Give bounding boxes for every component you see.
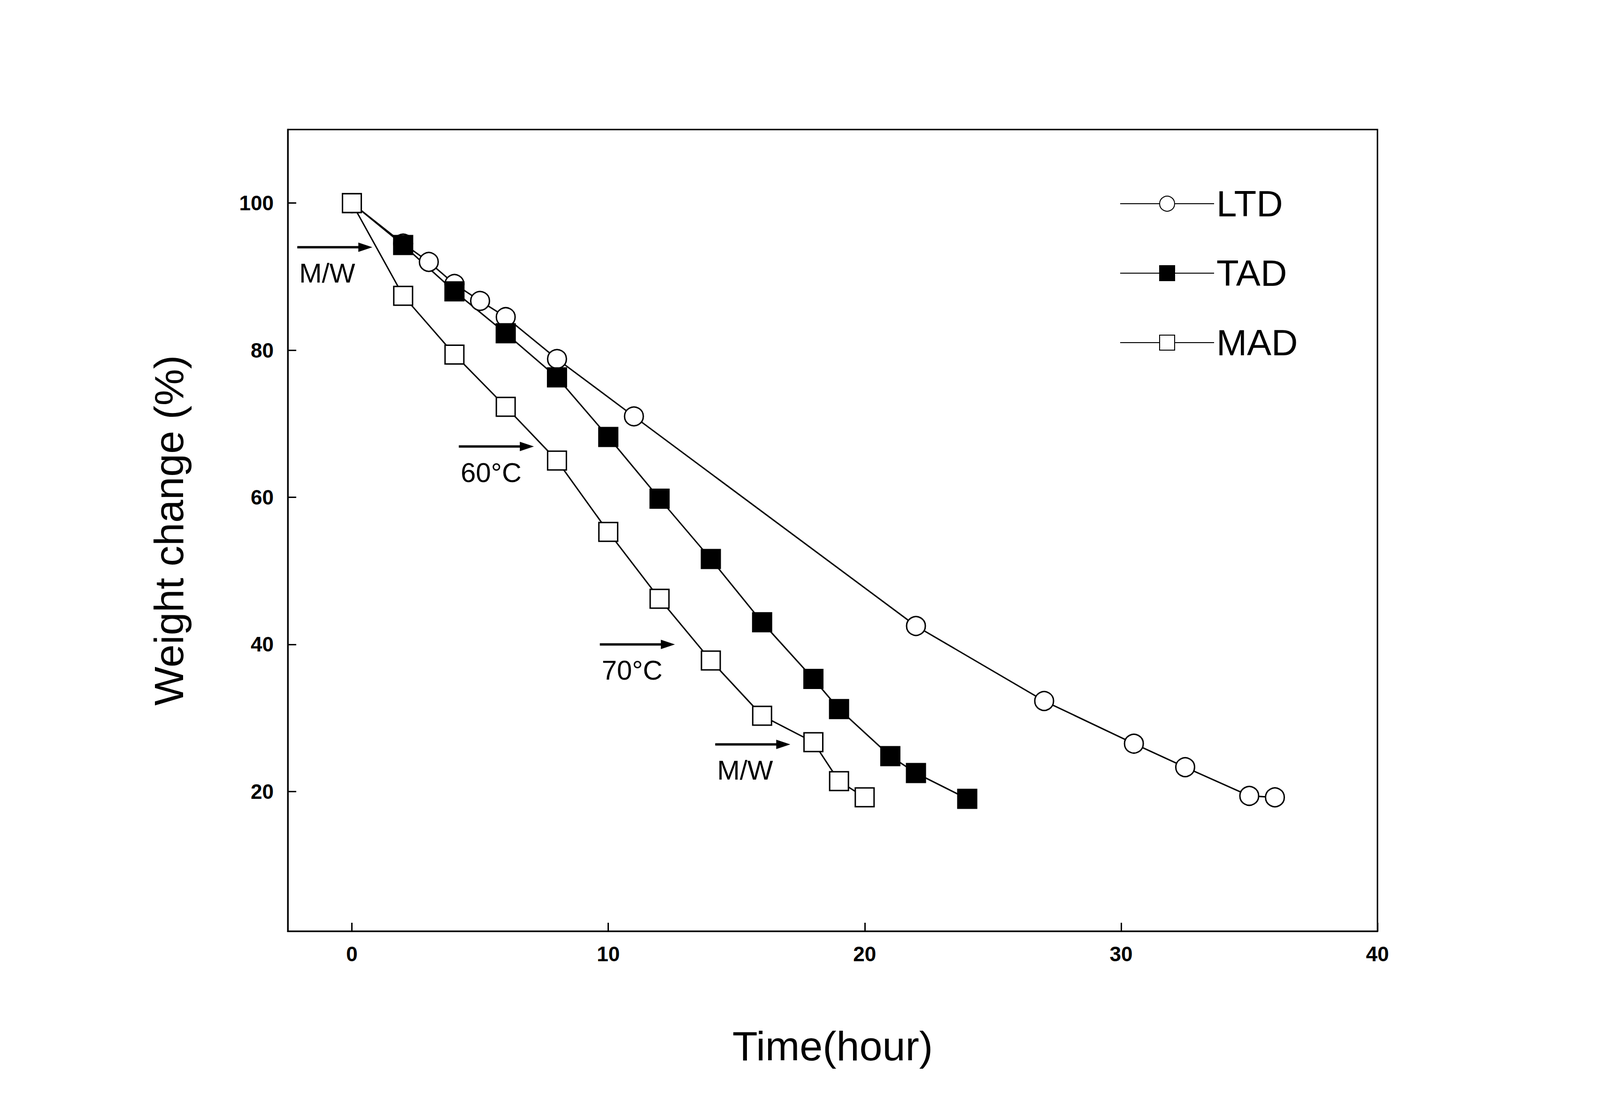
svg-text:80: 80: [250, 338, 274, 362]
svg-text:40: 40: [1366, 942, 1390, 966]
svg-text:40: 40: [250, 632, 274, 656]
svg-text:Weight change (%): Weight change (%): [145, 355, 193, 707]
svg-text:20: 20: [250, 780, 274, 804]
svg-text:30: 30: [1109, 942, 1133, 966]
svg-text:60°C: 60°C: [460, 457, 522, 488]
svg-text:70°C: 70°C: [601, 654, 663, 686]
svg-text:0: 0: [346, 942, 358, 966]
svg-text:MAD: MAD: [1216, 322, 1298, 364]
svg-text:TAD: TAD: [1216, 252, 1287, 294]
svg-text:Time(hour): Time(hour): [732, 1023, 933, 1070]
svg-text:20: 20: [853, 942, 877, 966]
svg-text:10: 10: [596, 942, 620, 966]
svg-text:M/W: M/W: [299, 257, 355, 289]
svg-text:M/W: M/W: [716, 754, 773, 786]
svg-text:LTD: LTD: [1216, 183, 1284, 225]
svg-text:60: 60: [250, 485, 274, 509]
svg-text:100: 100: [239, 191, 274, 215]
